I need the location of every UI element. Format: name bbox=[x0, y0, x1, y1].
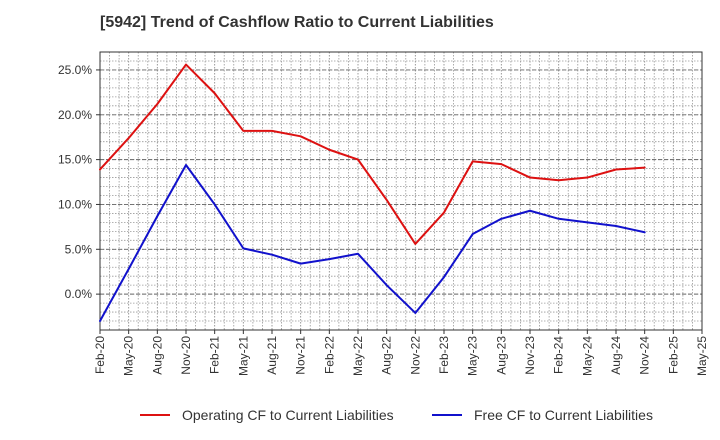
x-tick-label: Aug-22 bbox=[380, 336, 394, 375]
x-tick-label: Feb-20 bbox=[93, 336, 107, 374]
x-tick-label: Nov-23 bbox=[523, 336, 537, 375]
x-tick-label: May-24 bbox=[580, 336, 594, 376]
legend-layer: Operating CF to Current Liabilities Free … bbox=[140, 407, 653, 423]
x-tick-label: Feb-22 bbox=[322, 336, 336, 374]
x-tick-label: Feb-25 bbox=[666, 336, 680, 374]
x-tick-label: Nov-24 bbox=[638, 336, 652, 375]
plot-background bbox=[100, 52, 702, 330]
x-tick-label: May-25 bbox=[695, 336, 709, 376]
x-tick-label: Aug-23 bbox=[494, 336, 508, 375]
y-tick-label: 15.0% bbox=[58, 153, 92, 167]
series-line-1 bbox=[99, 63, 646, 245]
axis-layer: 0.0% 5.0% 10.0% 15.0% 20.0% 25.0% Feb-20 May-20… bbox=[58, 51, 709, 376]
y-tick-label: 10.0% bbox=[58, 197, 92, 211]
x-tick-label: Nov-21 bbox=[294, 336, 308, 375]
x-tick-label: May-22 bbox=[351, 336, 365, 376]
legend-label-2: Free CF to Current Liabilities bbox=[474, 407, 653, 423]
x-tick-label: Aug-24 bbox=[609, 336, 623, 375]
x-tick-label: Feb-23 bbox=[437, 336, 451, 374]
x-tick-label: Feb-21 bbox=[208, 336, 222, 374]
x-tick-label: Nov-22 bbox=[408, 336, 422, 375]
chart-title: [5942] Trend of Cashflow Ratio to Curren… bbox=[100, 14, 494, 31]
series-line-2 bbox=[99, 163, 646, 323]
legend-label-1: Operating CF to Current Liabilities bbox=[182, 407, 394, 423]
y-tick-label: 0.0% bbox=[65, 287, 93, 301]
y-tick-label: 20.0% bbox=[58, 108, 92, 122]
x-tick-label: Feb-24 bbox=[552, 336, 566, 374]
series-layer bbox=[99, 63, 646, 323]
x-tick-label: Nov-20 bbox=[179, 336, 193, 375]
x-tick-label: May-23 bbox=[466, 336, 480, 376]
x-tick-label: May-20 bbox=[122, 336, 136, 376]
x-tick-label: May-21 bbox=[236, 336, 250, 376]
grid-layer bbox=[99, 51, 703, 331]
x-tick-label: Aug-21 bbox=[265, 336, 279, 375]
y-tick-label: 25.0% bbox=[58, 63, 92, 77]
x-tick-label: Aug-20 bbox=[150, 336, 164, 375]
plot-frame bbox=[99, 51, 703, 331]
y-tick-label: 5.0% bbox=[65, 242, 93, 256]
